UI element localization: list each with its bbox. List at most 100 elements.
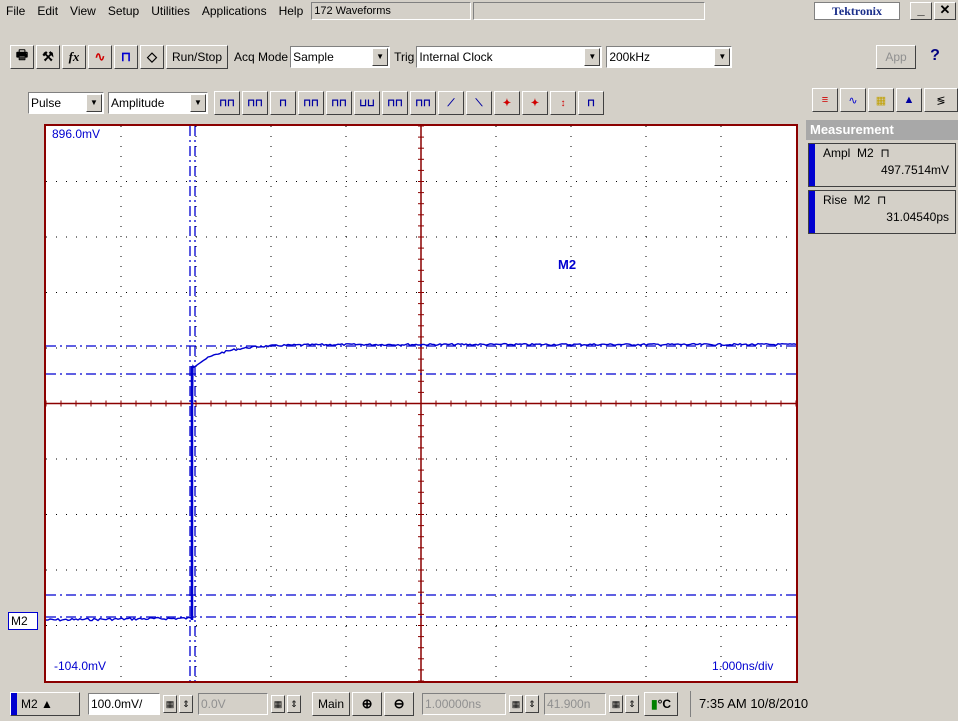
main-toolbar: 🖶 ⚒ fx ∿ ⊓ ◇ Run/Stop Acq Mode Sample ▼ … — [0, 42, 958, 72]
duty-icon[interactable]: ⊔⊔ — [354, 91, 380, 115]
menu-file[interactable]: File — [6, 4, 26, 18]
pulse-width-icon[interactable]: ⊓ — [270, 91, 296, 115]
pulse-train-icon[interactable]: ⊓⊓ — [242, 91, 268, 115]
waveform-display[interactable]: 896.0mV -104.0mV 1.000ns/div M2 — [44, 124, 798, 683]
bottom-voltage-label: -104.0mV — [54, 659, 107, 673]
menu-help[interactable]: Help — [278, 4, 304, 18]
menu-bar: File Edit View Setup Utilities Applicati… — [0, 0, 958, 22]
menu-setup[interactable]: Setup — [107, 4, 140, 18]
meas-name: Ampl — [823, 146, 851, 160]
freq-select[interactable]: 200kHz ▼ — [606, 46, 733, 68]
measurement-ampl[interactable]: Ampl M2 ⊓ 497.7514mV — [808, 143, 956, 187]
scale-spinner[interactable]: ▦ ⇕ — [162, 693, 194, 715]
spin-icon[interactable]: ⇕ — [625, 694, 640, 713]
trig-label: Trig — [394, 50, 415, 64]
zoom-out-icon[interactable]: ⊖ — [384, 691, 415, 716]
horizontal-position-field[interactable]: 1.00000ns — [422, 692, 507, 715]
keypad-icon[interactable]: ▦ — [609, 694, 624, 713]
measurement-rise[interactable]: Rise M2 ⊓ 31.04540ps — [808, 190, 956, 234]
meas-source: M2 — [853, 193, 871, 207]
burst-icon[interactable]: ⊓⊓ — [382, 91, 408, 115]
chevron-up-icon: ▲ — [41, 696, 53, 711]
chevron-down-icon: ▼ — [584, 48, 601, 66]
top-voltage-label: 896.0mV — [52, 127, 101, 141]
keypad-icon[interactable]: ▦ — [509, 694, 524, 713]
meas-value: 497.7514mV — [880, 163, 949, 177]
readout-icon[interactable]: ▦ — [868, 88, 894, 112]
chevron-down-icon: ▼ — [86, 94, 102, 112]
offset-field[interactable]: 0.0V — [198, 692, 268, 715]
keypad-icon[interactable]: ▦ — [163, 694, 177, 713]
run-stop-button[interactable]: Run/Stop — [166, 45, 229, 69]
eraser-icon[interactable]: ◇ — [140, 45, 164, 69]
offset-spinner[interactable]: ▦ ⇕ — [270, 693, 302, 715]
meas-category-select[interactable]: Pulse ▼ — [28, 92, 104, 114]
menu-view[interactable]: View — [70, 4, 96, 18]
keypad-icon[interactable]: ▦ — [271, 694, 285, 713]
delay-field[interactable]: 41.900n — [544, 692, 607, 715]
spin-icon[interactable]: ⇕ — [287, 694, 301, 713]
m2-trace-label: M2 — [558, 257, 577, 272]
overshoot-icon[interactable]: ✦ — [494, 91, 520, 115]
bottom-bar: M2 ▲ 100.0mV/ ▦ ⇕ 0.0V ▦ ⇕ Main ⊕ ⊖ 1.0000… — [0, 686, 958, 721]
meas-type-select[interactable]: Amplitude ▼ — [108, 92, 208, 114]
fall-icon[interactable]: ⟍ — [466, 91, 492, 115]
menu-applications[interactable]: Applications — [201, 4, 267, 18]
channel-color-bar — [809, 191, 815, 233]
undershoot-icon[interactable]: ✦ — [522, 91, 548, 115]
menu-utilities[interactable]: Utilities — [151, 4, 190, 18]
pulse-pair-icon[interactable]: ⊓⊓ — [298, 91, 324, 115]
vertical-scale-field[interactable]: 100.0mV/ — [88, 692, 160, 715]
zoom-in-icon[interactable]: ⊕ — [352, 691, 383, 716]
more-icon[interactable]: ≶ — [924, 88, 958, 112]
display-tools: ≡ ∿ ▦ ▲ ≶ — [0, 88, 958, 118]
minimize-button[interactable]: _ — [910, 2, 932, 20]
pulse-train-icon[interactable]: ⊓⊓ — [214, 91, 240, 115]
meas-name: Rise — [823, 193, 848, 207]
menu-edit[interactable]: Edit — [37, 4, 59, 18]
measurement-toolbar: Pulse ▼ Amplitude ▼ ⊓⊓ ⊓⊓ ⊓ ⊓⊓ ⊓⊓ ⊔⊔ ⊓⊓ … — [0, 88, 958, 118]
channel-swatch — [11, 692, 17, 715]
chevron-down-icon: ▼ — [714, 48, 731, 66]
print-icon[interactable]: 🖶 — [10, 45, 34, 69]
waveform-view-icon[interactable]: ∿ — [840, 88, 866, 112]
cycle-icon[interactable]: ⊓⊓ — [410, 91, 436, 115]
close-button[interactable]: ✕ — [934, 2, 956, 20]
clock: 7:35 AM 10/8/2010 — [690, 690, 808, 717]
waveform-trace — [46, 342, 796, 622]
measurement-title: Measurement — [806, 120, 958, 140]
acq-mode-select[interactable]: Sample ▼ — [290, 46, 391, 68]
meas-source: M2 — [857, 146, 874, 160]
acq-mode-label: Acq Mode — [234, 50, 289, 64]
brand-logo: Tektronix — [814, 2, 900, 20]
math-icon[interactable]: fx — [62, 45, 86, 69]
waveform-count: 172 Waveforms — [311, 2, 472, 20]
channel-color-bar — [809, 144, 815, 186]
spin-icon[interactable]: ⇕ — [179, 694, 193, 713]
skew-icon[interactable]: ↕ — [550, 91, 576, 115]
app-button[interactable]: App — [876, 45, 916, 69]
spin-icon[interactable]: ⇕ — [525, 694, 540, 713]
position-spinner[interactable]: ▦ ⇕ — [508, 693, 540, 715]
meas-value: 31.04540ps — [886, 210, 949, 224]
pulse-icon[interactable]: ⊓ — [114, 45, 138, 69]
main-timebase-button[interactable]: Main — [312, 691, 351, 716]
thermometer-icon[interactable]: ▮°C — [644, 691, 679, 716]
delay-spinner[interactable]: ▦ ⇕ — [608, 693, 640, 715]
rise-icon[interactable]: ⟋ — [438, 91, 464, 115]
channel-select-button[interactable]: M2 ▲ — [10, 691, 80, 716]
chevron-down-icon: ▼ — [190, 94, 206, 112]
measurement-panel: Measurement Ampl M2 ⊓ 497.7514mV Rise M2… — [806, 120, 958, 688]
lines-icon[interactable]: ≡ — [812, 88, 838, 112]
period-icon[interactable]: ⊓⊓ — [326, 91, 352, 115]
channel-marker[interactable]: M2 — [8, 612, 38, 630]
trig-select[interactable]: Internal Clock ▼ — [416, 46, 603, 68]
pulse-icon: ⊓ — [880, 146, 890, 160]
tools-icon[interactable]: ⚒ — [36, 45, 60, 69]
pulse-icon: ⊓ — [877, 193, 887, 207]
timebase-label: 1.000ns/div — [712, 659, 774, 673]
help-icon[interactable]: ? — [930, 47, 940, 64]
histogram-icon[interactable]: ▲ — [896, 88, 922, 112]
gated-icon[interactable]: ⊓ — [578, 91, 604, 115]
waveform-icon[interactable]: ∿ — [88, 45, 112, 69]
